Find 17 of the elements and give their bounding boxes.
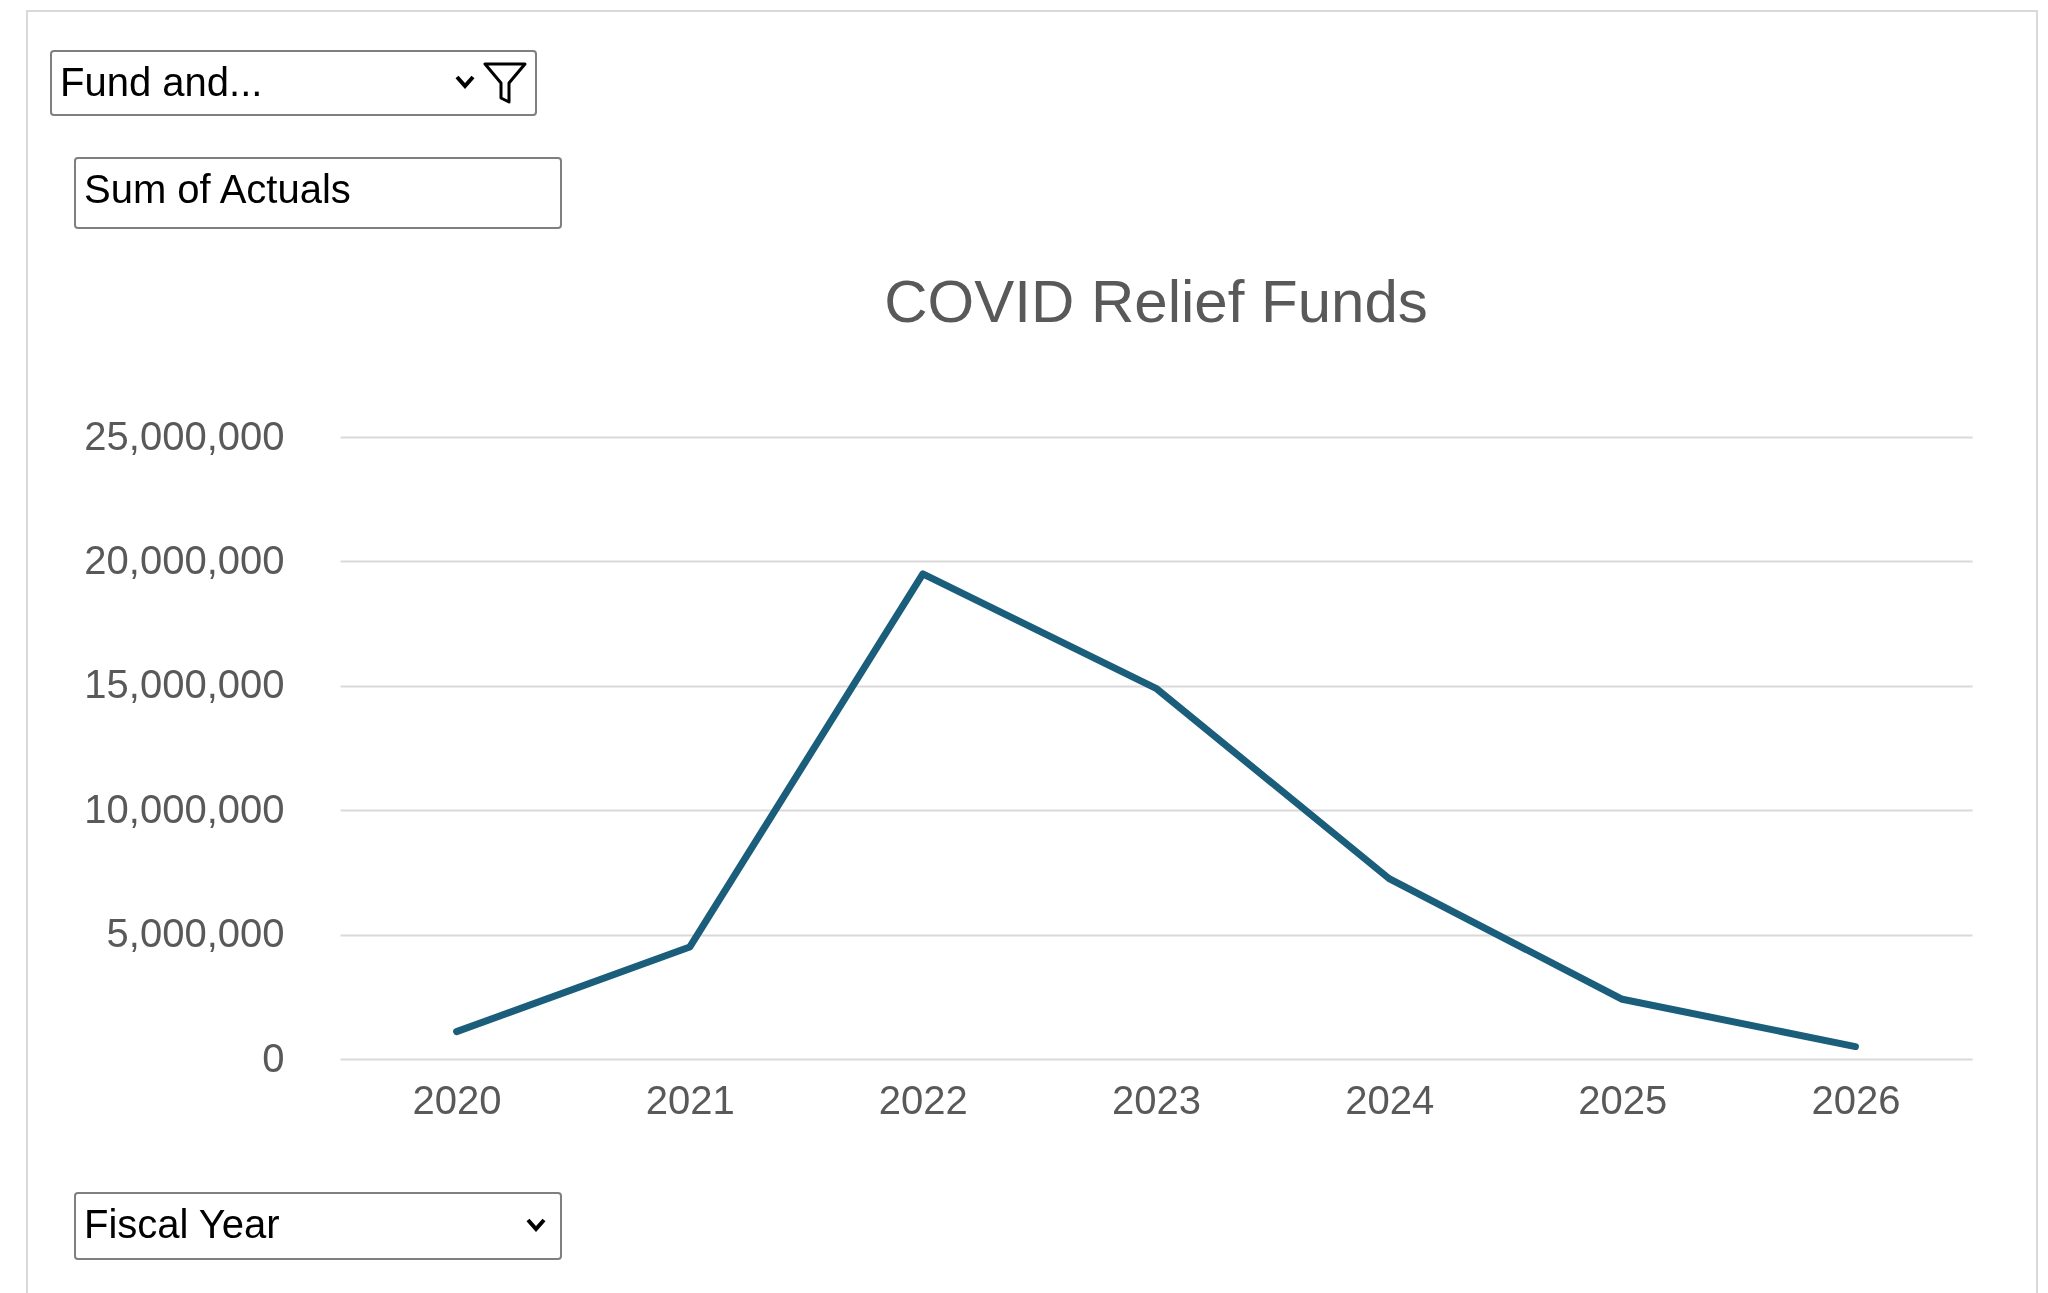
x-tick-label: 2022 <box>878 1077 968 1122</box>
y-tick-label: 10,000,000 <box>84 786 285 831</box>
y-tick-label: 15,000,000 <box>84 662 285 707</box>
x-axis-title: Fiscal Year <box>84 1202 280 1246</box>
x-tick-label: 2024 <box>1345 1077 1435 1122</box>
y-tick-label: 5,000,000 <box>106 911 285 956</box>
x-tick-label: 2025 <box>1578 1077 1668 1122</box>
x-tick-label: 2026 <box>1811 1077 1901 1122</box>
x-tick-label: 2020 <box>412 1077 502 1122</box>
y-tick-label: 0 <box>262 1035 285 1080</box>
y-tick-label: 20,000,000 <box>84 537 285 582</box>
x-tick-label: 2021 <box>645 1077 735 1122</box>
text: Fund and... <box>60 60 263 104</box>
text: Sum of Actuals <box>84 167 351 211</box>
chart-title: COVID Relief Funds <box>884 268 1428 335</box>
x-tick-label: 2023 <box>1112 1077 1201 1122</box>
y-tick-label: 25,000,000 <box>84 413 285 458</box>
